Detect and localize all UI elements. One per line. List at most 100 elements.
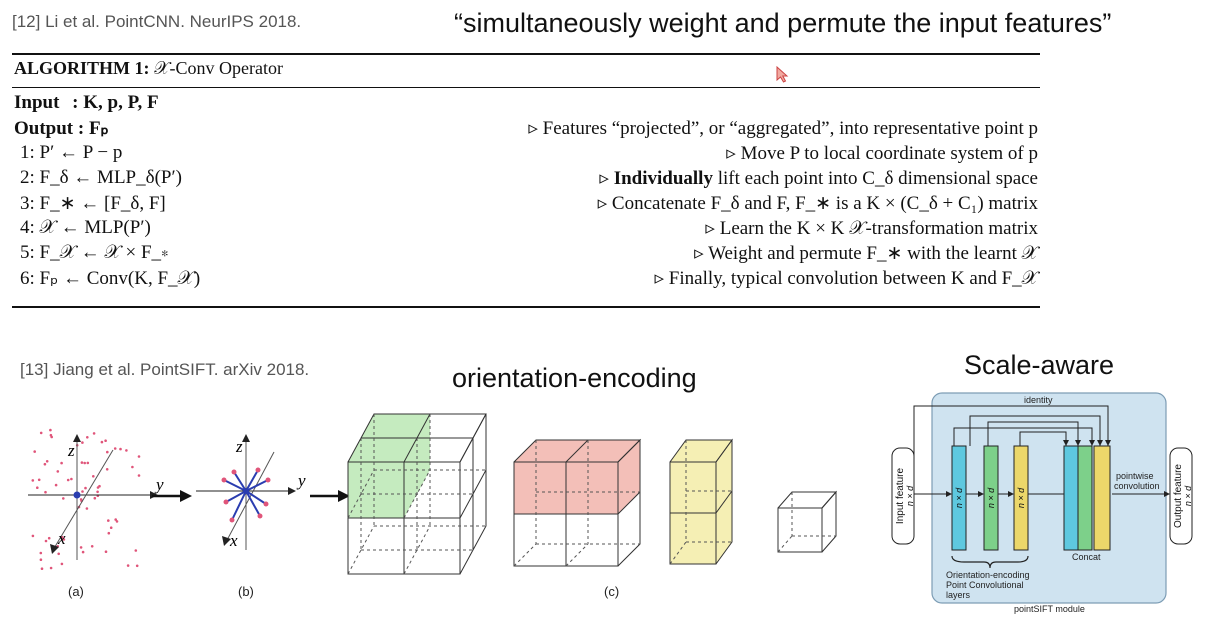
algorithm-title: ALGORITHM 1: 𝒳-Conv Operator	[14, 58, 283, 79]
scatter-point	[131, 465, 134, 469]
algorithm-output-line: Output : Fₚ ▹ Features “projected”, or “…	[14, 117, 1038, 143]
scatter-point	[43, 462, 47, 466]
step-code: 5: F_𝒳 ← 𝒳 × F_∗	[20, 242, 169, 263]
z-axis-arrow	[242, 434, 250, 442]
x-axis-arrow	[50, 544, 59, 554]
step-code: 2: F_δ ← MLP_δ(P′)	[20, 167, 182, 188]
scatter-point	[83, 461, 86, 465]
scatter-point	[79, 498, 83, 501]
center-point	[73, 491, 81, 499]
scatter-point	[39, 558, 43, 561]
scatter-point	[137, 474, 141, 477]
scatter-point	[37, 478, 41, 482]
oe-label-3: layers	[946, 590, 971, 600]
scatter-point	[54, 483, 58, 487]
z-axis-arrow	[73, 434, 81, 442]
step-comment: ▹ Concatenate F_δ and F, F_∗ is a K × (C…	[597, 193, 1038, 214]
caption-a: (a)	[68, 584, 84, 599]
input-label: Input	[14, 92, 60, 113]
octant-cube	[347, 413, 487, 575]
figure-c-cubes	[347, 413, 838, 575]
scatter-point	[45, 460, 49, 463]
scatter-point	[96, 490, 99, 494]
orientation-encoding-title: orientation-encoding	[452, 363, 697, 393]
scatter-point	[81, 441, 84, 444]
scatter-point	[66, 478, 70, 482]
oe-label-2: Point Convolutional	[946, 580, 1024, 590]
y-label: y	[296, 471, 306, 490]
step-code: 6: Fₚ ← Conv(K, F_𝒳)	[20, 268, 201, 289]
algorithm-mid-rule	[12, 87, 1040, 88]
input-value: : K, p, P, F	[72, 92, 159, 113]
scatter-point	[114, 518, 117, 521]
scatter-point	[36, 486, 39, 489]
scatter-point	[49, 428, 52, 432]
scatter-point	[109, 526, 113, 529]
identity-label: identity	[1024, 395, 1053, 405]
scatter-point	[125, 449, 128, 452]
direction-points	[221, 467, 271, 523]
scatter-point	[80, 461, 84, 464]
scatter-point	[60, 461, 63, 465]
step-comment: ▹ Move P to local coordinate system of p	[726, 143, 1038, 164]
step-comment: ▹ Finally, typical convolution between K…	[654, 268, 1038, 289]
scatter-point	[62, 538, 66, 541]
x-label: x	[57, 529, 66, 548]
scatter-point	[113, 447, 117, 450]
scale-aware-title: Scale-aware	[964, 350, 1115, 380]
scatter-point	[49, 433, 53, 437]
scatter-points	[31, 428, 141, 570]
arrow-b-to-c	[310, 490, 350, 502]
scatter-point	[84, 486, 87, 490]
scatter-point	[104, 439, 107, 442]
scatter-point	[86, 461, 90, 465]
pointwise-label-2: convolution	[1114, 481, 1160, 491]
step-comment: ▹ Weight and permute F_∗ with the learnt…	[694, 243, 1038, 264]
figure-a-scatter: y z x	[28, 428, 164, 570]
output-dim-label: n × d	[1183, 485, 1193, 506]
scatter-point	[31, 479, 35, 482]
conv-2-dim: n × d	[986, 487, 996, 508]
algorithm-step-5: 5: F_𝒳 ← 𝒳 × F_∗ ▹ Weight and permute F_…	[14, 242, 1038, 268]
algorithm-top-rule	[12, 53, 1040, 55]
center-point	[243, 488, 249, 494]
step-comment-rest: lift each point into C_δ dimensional spa…	[712, 168, 1038, 189]
caption-b: (b)	[238, 584, 254, 599]
step-comment-bold: Individually	[613, 168, 713, 189]
conv-layer-2	[983, 445, 999, 551]
scatter-point	[31, 534, 35, 538]
cursor-icon	[776, 66, 789, 83]
algorithm-bottom-rule	[12, 306, 1040, 308]
scatter-point	[57, 552, 60, 556]
scatter-point	[49, 566, 53, 570]
scatter-point	[135, 564, 139, 568]
concat-bar-2	[1077, 445, 1093, 551]
pointwise-label-1: pointwise	[1116, 471, 1154, 481]
scatter-point	[100, 440, 104, 444]
output-feature-box	[1169, 447, 1193, 545]
scatter-point	[107, 531, 111, 535]
output-feature-label: Output feature	[1173, 464, 1184, 528]
single-cube	[777, 490, 838, 553]
x-axis-arrow	[222, 536, 231, 546]
x-label: x	[229, 531, 238, 550]
scatter-point	[137, 455, 141, 458]
scatter-point	[61, 536, 64, 539]
caption-c: (c)	[604, 584, 620, 599]
algorithm-input-line: Input : K, p, P, F	[14, 92, 1038, 118]
z-label: z	[235, 437, 243, 456]
algorithm-step-6: 6: Fₚ ← Conv(K, F_𝒳) ▹ Finally, typical …	[14, 267, 1038, 293]
output-comment: ▹ Features “projected”, or “aggregated”,…	[528, 118, 1038, 139]
scatter-point	[81, 550, 85, 554]
input-feature-box	[891, 447, 915, 545]
scatter-point	[134, 549, 138, 552]
half-cube-red	[513, 438, 642, 567]
scatter-point	[92, 475, 95, 478]
y-label: y	[154, 475, 164, 494]
scatter-point	[47, 536, 51, 540]
algorithm-step-1: 1: P′ ← P − p ▹ Move P to local coordina…	[14, 142, 1038, 168]
module-name-label: pointSIFT module	[1014, 604, 1085, 614]
input-feature-label: Input feature	[895, 467, 906, 524]
y-axis-arrow	[288, 487, 296, 495]
scatter-point	[115, 520, 119, 523]
